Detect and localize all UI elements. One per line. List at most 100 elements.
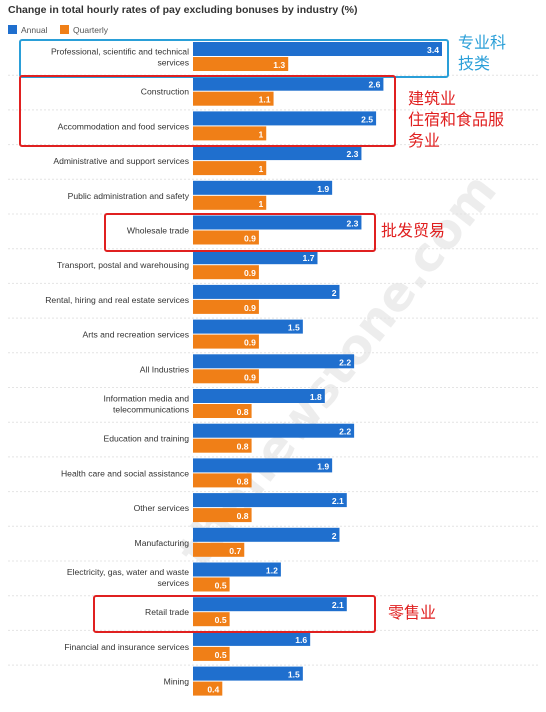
bar-quarterly bbox=[193, 612, 230, 627]
category-label: Manufacturing bbox=[135, 538, 190, 548]
category-label-line: Public administration and safety bbox=[68, 191, 190, 201]
bar-quarterly bbox=[193, 473, 252, 488]
category-label-line: Accommodation and food services bbox=[58, 121, 189, 131]
bar-annual bbox=[193, 111, 377, 126]
bar-annual bbox=[193, 76, 384, 91]
annotation-box bbox=[93, 595, 376, 633]
legend-item-quarterly: Quarterly bbox=[60, 25, 108, 35]
category-label: Arts and recreation services bbox=[82, 330, 189, 340]
bar-quarterly bbox=[193, 57, 289, 71]
bar-annual bbox=[193, 146, 362, 161]
category-label-line: Administrative and support services bbox=[53, 156, 189, 166]
data-label-quarterly: 0.5 bbox=[215, 615, 227, 625]
data-label-quarterly: 1.3 bbox=[273, 60, 285, 70]
bar-annual bbox=[193, 180, 333, 195]
category-label: Mining bbox=[164, 677, 190, 687]
annotation-text-line: 专业科 bbox=[458, 33, 507, 52]
legend-label-annual: Annual bbox=[21, 25, 48, 35]
category-label: Other services bbox=[134, 503, 189, 513]
data-label-quarterly: 1 bbox=[258, 164, 263, 174]
bar-quarterly bbox=[193, 126, 267, 141]
bar-annual bbox=[193, 493, 347, 508]
bar-quarterly bbox=[193, 91, 274, 106]
data-label-annual: 2 bbox=[332, 288, 337, 298]
bar-quarterly bbox=[193, 577, 230, 592]
bar-annual bbox=[193, 284, 340, 299]
category-label-line: services bbox=[157, 578, 189, 588]
data-label-quarterly: 0.4 bbox=[207, 685, 219, 695]
annotation-box bbox=[19, 75, 396, 147]
annotation-text-line: 务业 bbox=[408, 131, 441, 150]
legend-label-quarterly: Quarterly bbox=[73, 25, 108, 35]
bar-quarterly bbox=[193, 404, 252, 418]
data-label-annual: 1.9 bbox=[317, 184, 329, 194]
category-label: Electricity, gas, water and waste service… bbox=[67, 567, 189, 588]
data-label-quarterly: 0.5 bbox=[215, 650, 227, 660]
category-label: Construction bbox=[141, 87, 189, 97]
data-label-quarterly: 0.9 bbox=[244, 338, 256, 348]
category-label: Financial and insurance services bbox=[64, 642, 189, 652]
bar-quarterly bbox=[193, 161, 267, 176]
bar-quarterly bbox=[193, 646, 230, 661]
category-label-line: Transport, postal and warehousing bbox=[57, 260, 189, 270]
bar-quarterly bbox=[193, 265, 259, 280]
data-label-quarterly: 0.9 bbox=[244, 234, 256, 244]
data-label-quarterly: 0.8 bbox=[237, 511, 249, 521]
annotation-text: 批发贸易 bbox=[381, 220, 445, 241]
legend-item-annual: Annual bbox=[8, 25, 47, 35]
bar-annual bbox=[193, 250, 318, 265]
bar-annual bbox=[193, 42, 442, 56]
bar-quarterly bbox=[193, 681, 223, 696]
data-label-annual: 2.6 bbox=[368, 80, 380, 90]
data-label-annual: 1.6 bbox=[295, 635, 307, 645]
category-label: All Industries bbox=[140, 364, 189, 374]
category-label-line: Arts and recreation services bbox=[82, 330, 189, 340]
legend-swatch-annual bbox=[8, 25, 17, 34]
category-label: Rental, hiring and real estate services bbox=[45, 295, 189, 305]
category-label-line: services bbox=[157, 58, 189, 68]
bar-quarterly bbox=[193, 195, 267, 210]
category-label: Administrative and support services bbox=[53, 156, 189, 166]
bar-annual bbox=[193, 389, 325, 403]
category-label: Public administration and safety bbox=[68, 191, 190, 201]
data-label-quarterly: 0.9 bbox=[244, 372, 256, 382]
data-label-annual: 2.2 bbox=[339, 427, 351, 437]
category-label: Professional, scientific and technical se… bbox=[51, 47, 189, 68]
data-label-quarterly: 0.9 bbox=[244, 303, 256, 313]
annotation-box bbox=[104, 213, 376, 252]
category-label-line: Construction bbox=[141, 87, 189, 97]
data-label-annual: 2.3 bbox=[346, 219, 358, 229]
data-label-annual: 2.3 bbox=[346, 149, 358, 159]
data-label-annual: 2.5 bbox=[361, 114, 373, 124]
bar-annual bbox=[193, 215, 362, 230]
category-label-line: All Industries bbox=[140, 364, 189, 374]
bar-quarterly bbox=[193, 438, 252, 453]
category-label-line: Information media and bbox=[103, 394, 189, 404]
data-label-annual: 1.9 bbox=[317, 461, 329, 471]
category-label-line: telecommunications bbox=[113, 405, 189, 415]
bar-annual bbox=[193, 597, 347, 612]
data-label-annual: 2.1 bbox=[332, 496, 344, 506]
category-label: Accommodation and food services bbox=[58, 121, 189, 131]
data-label-annual: 2 bbox=[332, 531, 337, 541]
bar-annual bbox=[193, 562, 281, 577]
category-label-line: Manufacturing bbox=[135, 538, 190, 548]
category-label-line: Health care and social assistance bbox=[61, 468, 189, 478]
data-label-annual: 2.1 bbox=[332, 600, 344, 610]
data-label-annual: 2.2 bbox=[339, 357, 351, 367]
bar-annual bbox=[193, 423, 355, 438]
data-label-quarterly: 1 bbox=[258, 129, 263, 139]
category-label-line: Financial and insurance services bbox=[64, 642, 189, 652]
annotation-text-line: 建筑业 bbox=[408, 89, 457, 108]
bar-quarterly bbox=[193, 508, 252, 523]
category-label-line: Electricity, gas, water and waste bbox=[67, 567, 189, 577]
bar-annual bbox=[193, 527, 340, 542]
data-label-quarterly: 1 bbox=[258, 199, 263, 209]
data-label-quarterly: 0.7 bbox=[229, 546, 241, 556]
category-label-line: Other services bbox=[134, 503, 189, 513]
legend-swatch-quarterly bbox=[60, 25, 69, 34]
data-label-annual: 1.5 bbox=[288, 670, 300, 680]
annotation-text: 零售业 bbox=[388, 602, 436, 623]
annotation-text-line: 零售业 bbox=[388, 603, 437, 622]
